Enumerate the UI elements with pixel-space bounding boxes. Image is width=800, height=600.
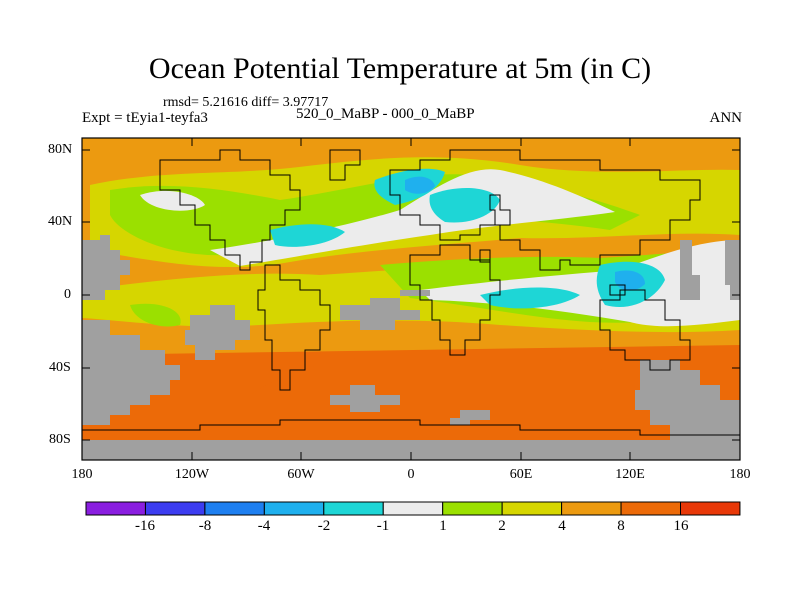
colorbar-swatch-0 xyxy=(85,501,146,516)
colorbar-swatch-5 xyxy=(382,501,444,516)
outline-inland-1 xyxy=(489,194,511,226)
lat-label-40n: 40N xyxy=(48,214,73,229)
lon-label-120w: 120W xyxy=(174,467,210,482)
experiment-label: Expt = tEyia1-teyfa3 xyxy=(82,110,208,126)
colorbar-label-6: 2 xyxy=(498,518,506,534)
colorbar-label-1: -8 xyxy=(198,518,212,534)
land-mask-east-1 xyxy=(680,240,700,300)
field-cyan-3 xyxy=(270,224,345,247)
lon-label-120e: 120E xyxy=(615,467,645,482)
lon-label-0: 0 xyxy=(407,467,415,482)
colorbar-swatch-10 xyxy=(680,501,741,516)
colorbar-swatch-8 xyxy=(561,501,622,516)
stats-line: rmsd= 5.21616 diff= 3.97717 xyxy=(163,95,329,110)
outline-inland-3 xyxy=(479,249,491,263)
lon-label-180e: 180 xyxy=(729,467,751,482)
colorbar-swatch-1 xyxy=(144,501,206,516)
colorbar-label-2: -4 xyxy=(257,518,271,534)
subtitle: 520_0_MaBP - 000_0_MaBP xyxy=(296,106,475,122)
outline-inland-2 xyxy=(609,284,626,296)
lat-label-80s: 80S xyxy=(49,432,71,447)
outline-eurasia xyxy=(389,149,701,271)
land-mask-atlantic-1 xyxy=(340,298,420,330)
colorbar-label-5: 1 xyxy=(439,518,447,534)
field-cyan-4 xyxy=(480,287,580,309)
colorbar-swatch-6 xyxy=(442,501,503,516)
colorbar-label-4: -1 xyxy=(376,518,390,534)
outline-greenland xyxy=(329,149,361,181)
lat-label-80n: 80N xyxy=(48,142,73,157)
lat-ticks xyxy=(82,149,740,441)
outline-australia xyxy=(599,289,691,371)
land-mask-atlantic-2 xyxy=(400,290,430,296)
colorbar-label-0: -16 xyxy=(135,518,155,534)
map-field xyxy=(82,138,740,460)
colorbar-swatch-9 xyxy=(620,501,681,516)
colorbar xyxy=(85,501,741,516)
field-white-equator xyxy=(420,240,740,327)
land-mask-pacific xyxy=(185,305,250,360)
plot-title: Ocean Potential Temperature at 5m (in C) xyxy=(148,52,652,85)
land-mask-east-2 xyxy=(725,240,740,300)
field-white-pacific xyxy=(140,190,205,211)
land-mask-south-atlantic xyxy=(330,385,400,412)
lon-label-180w: 180 xyxy=(71,467,93,482)
lon-label-60e: 60E xyxy=(509,467,533,482)
colorbar-swatch-4 xyxy=(323,501,384,516)
land-mask-west xyxy=(82,235,130,300)
colorbar-swatch-3 xyxy=(263,501,325,516)
colorbar-swatch-2 xyxy=(204,501,265,516)
field-green-patch xyxy=(130,303,181,327)
land-mask-south-small xyxy=(450,410,490,425)
colorbar-label-3: -2 xyxy=(317,518,331,534)
outline-north-america xyxy=(159,149,301,271)
land-mask-southwest xyxy=(82,320,180,425)
field-blue-core-2 xyxy=(615,270,645,291)
lat-label-0: 0 xyxy=(64,287,71,302)
colorbar-label-7: 4 xyxy=(558,518,566,534)
continent-outlines xyxy=(82,149,740,436)
colorbar-label-9: 16 xyxy=(673,518,689,534)
land-mask-antarctic xyxy=(82,440,740,460)
lon-ticks xyxy=(81,138,741,460)
colorbar-swatch-7 xyxy=(501,501,563,516)
season-label: ANN xyxy=(709,110,743,126)
field-blue-core-1 xyxy=(405,176,435,194)
outline-antarctica xyxy=(82,419,740,436)
lat-label-40s: 40S xyxy=(49,360,71,375)
outline-africa xyxy=(409,244,501,356)
field-cyan-2 xyxy=(429,188,500,223)
field-warm-southern-ocean xyxy=(250,354,660,440)
lon-label-60w: 60W xyxy=(287,467,315,482)
colorbar-label-8: 8 xyxy=(617,518,625,534)
outline-south-america xyxy=(257,264,331,391)
